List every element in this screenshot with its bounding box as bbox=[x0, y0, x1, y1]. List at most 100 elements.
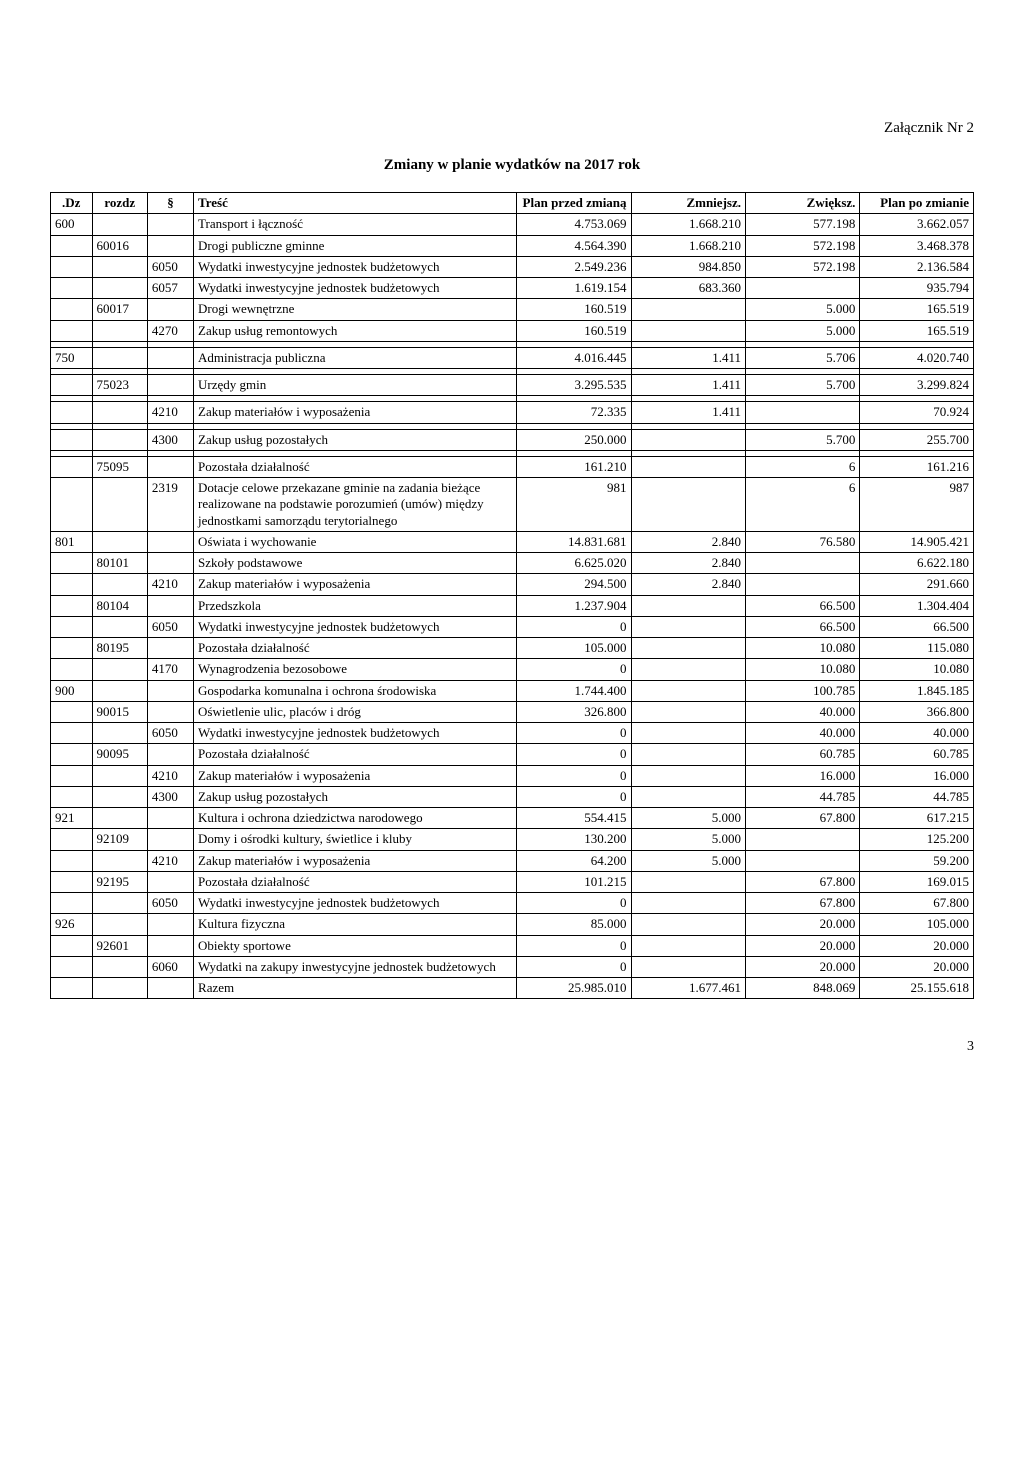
table-row: 75023Urzędy gmin3.295.5351.4115.7003.299… bbox=[51, 375, 974, 396]
cell-tresc: Obiekty sportowe bbox=[194, 935, 517, 956]
cell-plan-przed: 0 bbox=[517, 935, 631, 956]
cell-rozdz: 90095 bbox=[92, 744, 147, 765]
cell-zwieksz: 76.580 bbox=[745, 531, 859, 552]
cell-tresc: Pozostała działalność bbox=[194, 744, 517, 765]
col-header-zmniejsz: Zmniejsz. bbox=[631, 193, 745, 214]
table-row: 4210Zakup materiałów i wyposażenia72.335… bbox=[51, 402, 974, 423]
table-row: 90095Pozostała działalność060.78560.785 bbox=[51, 744, 974, 765]
cell-par bbox=[147, 978, 193, 999]
cell-zwieksz: 20.000 bbox=[745, 956, 859, 977]
table-row: 921Kultura i ochrona dziedzictwa narodow… bbox=[51, 808, 974, 829]
table-row: 4270Zakup usług remontowych160.5195.0001… bbox=[51, 320, 974, 341]
cell-tresc: Pozostała działalność bbox=[194, 871, 517, 892]
cell-dz: 801 bbox=[51, 531, 93, 552]
cell-dz bbox=[51, 429, 93, 450]
cell-zwieksz: 10.080 bbox=[745, 638, 859, 659]
table-row: 92601Obiekty sportowe020.00020.000 bbox=[51, 935, 974, 956]
col-header-dz: .Dz bbox=[51, 193, 93, 214]
cell-zmniejsz: 5.000 bbox=[631, 850, 745, 871]
cell-plan-po: 14.905.421 bbox=[860, 531, 974, 552]
table-row: 6050Wydatki inwestycyjne jednostek budże… bbox=[51, 893, 974, 914]
cell-plan-po: 987 bbox=[860, 478, 974, 532]
table-row: 6050Wydatki inwestycyjne jednostek budże… bbox=[51, 616, 974, 637]
table-row: 926Kultura fizyczna85.00020.000105.000 bbox=[51, 914, 974, 935]
cell-plan-po: 44.785 bbox=[860, 786, 974, 807]
table-row: 6050Wydatki inwestycyjne jednostek budże… bbox=[51, 723, 974, 744]
cell-plan-przed: 4.753.069 bbox=[517, 214, 631, 235]
cell-plan-po: 20.000 bbox=[860, 935, 974, 956]
cell-dz bbox=[51, 786, 93, 807]
cell-tresc: Oświetlenie ulic, placów i dróg bbox=[194, 701, 517, 722]
attachment-label: Załącznik Nr 2 bbox=[50, 120, 974, 137]
cell-rozdz bbox=[92, 765, 147, 786]
cell-plan-po: 3.299.824 bbox=[860, 375, 974, 396]
cell-zmniejsz bbox=[631, 478, 745, 532]
cell-plan-po: 125.200 bbox=[860, 829, 974, 850]
table-row: 4210Zakup materiałów i wyposażenia016.00… bbox=[51, 765, 974, 786]
cell-plan-po: 165.519 bbox=[860, 299, 974, 320]
cell-plan-przed: 0 bbox=[517, 893, 631, 914]
cell-tresc: Szkoły podstawowe bbox=[194, 553, 517, 574]
cell-plan-po: 59.200 bbox=[860, 850, 974, 871]
cell-zmniejsz: 1.668.210 bbox=[631, 235, 745, 256]
cell-zmniejsz bbox=[631, 616, 745, 637]
cell-rozdz bbox=[92, 808, 147, 829]
cell-plan-przed: 160.519 bbox=[517, 320, 631, 341]
cell-plan-po: 60.785 bbox=[860, 744, 974, 765]
cell-zmniejsz bbox=[631, 659, 745, 680]
cell-plan-przed: 105.000 bbox=[517, 638, 631, 659]
cell-dz bbox=[51, 456, 93, 477]
cell-dz bbox=[51, 375, 93, 396]
cell-plan-przed: 294.500 bbox=[517, 574, 631, 595]
cell-plan-przed: 4.016.445 bbox=[517, 347, 631, 368]
cell-par: 6050 bbox=[147, 616, 193, 637]
cell-rozdz bbox=[92, 914, 147, 935]
cell-tresc: Wydatki inwestycyjne jednostek budżetowy… bbox=[194, 256, 517, 277]
cell-plan-przed: 64.200 bbox=[517, 850, 631, 871]
cell-plan-po: 25.155.618 bbox=[860, 978, 974, 999]
table-row: 92195Pozostała działalność101.21567.8001… bbox=[51, 871, 974, 892]
cell-zmniejsz bbox=[631, 429, 745, 450]
cell-dz bbox=[51, 829, 93, 850]
cell-zwieksz: 848.069 bbox=[745, 978, 859, 999]
cell-plan-po: 935.794 bbox=[860, 278, 974, 299]
cell-zmniejsz bbox=[631, 299, 745, 320]
table-row: 6057Wydatki inwestycyjne jednostek budże… bbox=[51, 278, 974, 299]
cell-tresc: Wydatki inwestycyjne jednostek budżetowy… bbox=[194, 278, 517, 299]
cell-zmniejsz: 984.850 bbox=[631, 256, 745, 277]
cell-tresc: Razem bbox=[194, 978, 517, 999]
cell-zwieksz: 100.785 bbox=[745, 680, 859, 701]
cell-rozdz bbox=[92, 616, 147, 637]
cell-tresc: Transport i łączność bbox=[194, 214, 517, 235]
cell-tresc: Wydatki inwestycyjne jednostek budżetowy… bbox=[194, 893, 517, 914]
cell-rozdz bbox=[92, 278, 147, 299]
cell-dz bbox=[51, 935, 93, 956]
cell-zmniejsz bbox=[631, 723, 745, 744]
cell-zmniejsz: 1.411 bbox=[631, 402, 745, 423]
cell-par bbox=[147, 744, 193, 765]
cell-par: 4170 bbox=[147, 659, 193, 680]
cell-rozdz: 92109 bbox=[92, 829, 147, 850]
cell-rozdz bbox=[92, 320, 147, 341]
cell-zwieksz bbox=[745, 553, 859, 574]
page-number: 3 bbox=[50, 1039, 974, 1055]
cell-rozdz bbox=[92, 850, 147, 871]
col-header-rozdz: rozdz bbox=[92, 193, 147, 214]
cell-zwieksz bbox=[745, 574, 859, 595]
cell-par: 6050 bbox=[147, 723, 193, 744]
cell-rozdz: 75095 bbox=[92, 456, 147, 477]
cell-plan-przed: 4.564.390 bbox=[517, 235, 631, 256]
cell-plan-po: 4.020.740 bbox=[860, 347, 974, 368]
cell-par bbox=[147, 808, 193, 829]
cell-plan-przed: 554.415 bbox=[517, 808, 631, 829]
cell-zmniejsz: 1.411 bbox=[631, 375, 745, 396]
cell-zmniejsz: 2.840 bbox=[631, 553, 745, 574]
cell-plan-po: 70.924 bbox=[860, 402, 974, 423]
cell-par bbox=[147, 235, 193, 256]
cell-zwieksz: 20.000 bbox=[745, 935, 859, 956]
table-row: 801Oświata i wychowanie14.831.6812.84076… bbox=[51, 531, 974, 552]
table-row: 60017Drogi wewnętrzne160.5195.000165.519 bbox=[51, 299, 974, 320]
cell-zwieksz: 67.800 bbox=[745, 808, 859, 829]
cell-tresc: Wynagrodzenia bezosobowe bbox=[194, 659, 517, 680]
cell-par bbox=[147, 456, 193, 477]
